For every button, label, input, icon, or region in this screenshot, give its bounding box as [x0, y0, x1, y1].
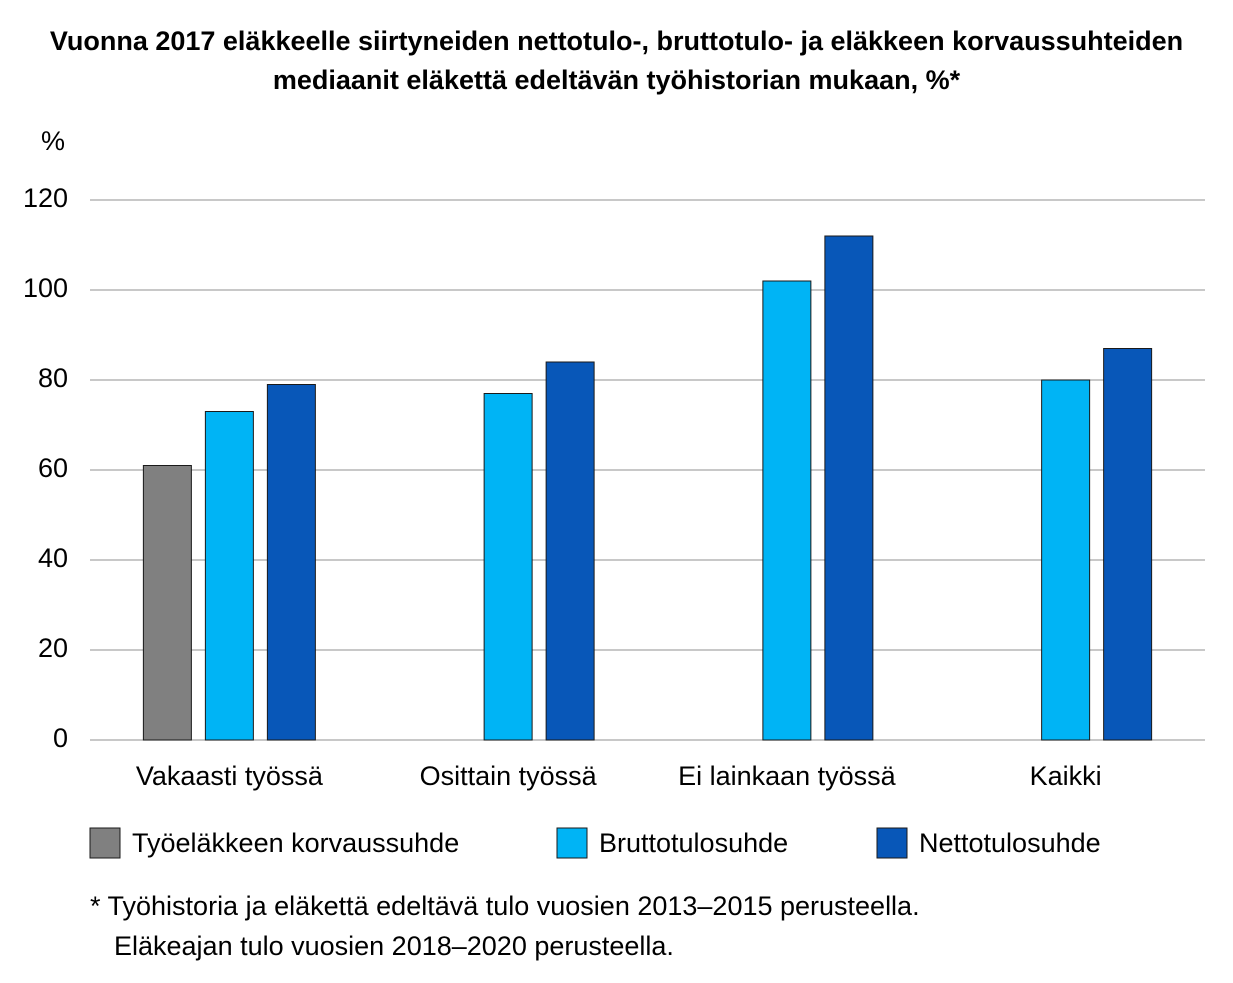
x-tick-label: Vakaasti työssä [136, 761, 324, 791]
x-tick-label: Kaikki [1030, 761, 1102, 791]
x-tick-label: Ei lainkaan työssä [678, 761, 897, 791]
y-tick-label: 0 [53, 723, 68, 753]
chart-title: Vuonna 2017 eläkkeelle siirtyneiden nett… [49, 26, 1184, 95]
footnote: * Työhistoria ja eläkettä edeltävä tulo … [90, 891, 920, 921]
bar [1103, 348, 1153, 741]
legend-swatch [556, 827, 588, 859]
y-axis-label: % [41, 126, 65, 156]
footnote: Eläkeajan tulo vuosien 2018–2020 peruste… [114, 931, 674, 961]
y-tick-label: 100 [23, 273, 68, 303]
bar [824, 235, 874, 741]
y-tick-label: 40 [38, 543, 68, 573]
x-tick-label: Osittain työssä [420, 761, 598, 791]
bar [266, 384, 316, 741]
legend-swatch [89, 827, 121, 859]
y-tick-label: 80 [38, 363, 68, 393]
y-tick-label: 20 [38, 633, 68, 663]
bar [762, 280, 812, 741]
y-tick-label: 120 [23, 183, 68, 213]
bar [545, 361, 595, 741]
bar [1041, 379, 1091, 741]
bar [204, 411, 254, 741]
legend-swatch [876, 827, 908, 859]
legend-label: Työeläkkeen korvaussuhde [132, 828, 459, 858]
legend-label: Bruttotulosuhde [599, 828, 788, 858]
legend-label: Nettotulosuhde [919, 828, 1101, 858]
bar [142, 465, 192, 741]
bar [483, 393, 533, 741]
y-tick-label: 60 [38, 453, 68, 483]
